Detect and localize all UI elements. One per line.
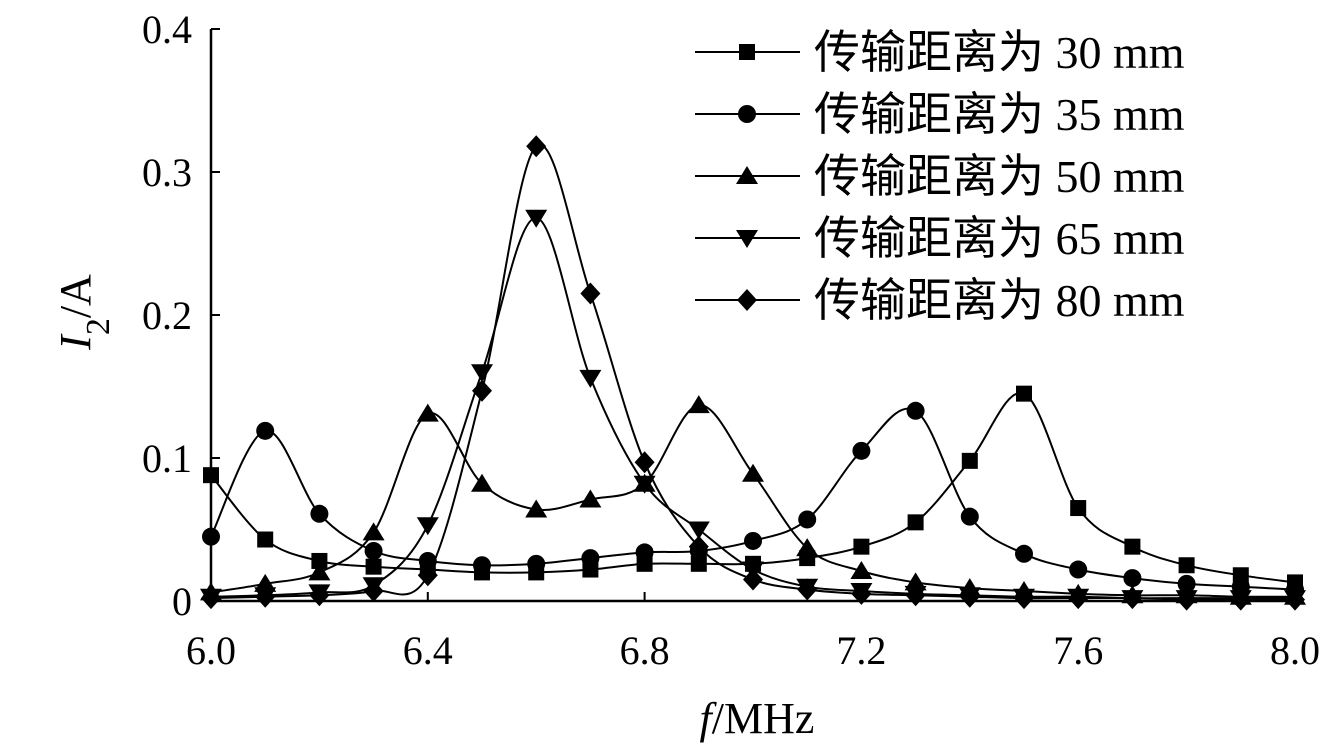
legend-label: 传输距离为 35 mm (814, 89, 1185, 140)
x-tick-label: 6.8 (620, 628, 670, 673)
legend-label: 传输距离为 50 mm (814, 151, 1185, 202)
y-axis-title: I2/A (51, 274, 117, 351)
series-3-point (742, 463, 764, 482)
series-3-point (579, 489, 602, 508)
legend: 传输距离为 30 mm 传输距离为 35 mm 传输距离为 50 mm 传输距离为 6… (695, 27, 1185, 326)
legend-item-1: 传输距离为 30 mm (695, 27, 1185, 78)
legend-marker (736, 230, 758, 248)
series-line-1 (210, 392, 1296, 584)
series-2-point (527, 554, 546, 573)
series-3-point (471, 473, 493, 492)
legend-label: 传输距离为 65 mm (814, 213, 1185, 264)
x-tick-label: 8.0 (1270, 628, 1320, 673)
x-tick-label: 7.6 (1053, 628, 1103, 673)
series-2-point (1123, 569, 1142, 588)
tick-labels: 6.0 6.4 6.8 7.2 7.6 8.0 0 0.1 0.2 0.3 0.4 (142, 7, 1320, 673)
series-4-point (687, 521, 710, 540)
series-1-point (365, 558, 382, 575)
series-1-point (853, 538, 870, 555)
series-2-point (798, 510, 817, 529)
series-3-point (525, 499, 548, 518)
legend-item-4: 传输距离为 65 mm (695, 213, 1185, 264)
series-4-point (525, 209, 548, 228)
legend-marker (736, 166, 758, 184)
series-2-point (744, 531, 762, 550)
series-2-point (256, 421, 275, 440)
series-4-point (471, 364, 493, 383)
legend-label: 传输距离为 30 mm (814, 27, 1185, 78)
y-tick-label: 0 (172, 579, 192, 624)
legend-item-3: 传输距离为 50 mm (695, 151, 1185, 202)
series-4-point (416, 517, 439, 536)
plot-markers (200, 135, 1306, 611)
series-1-point (690, 555, 707, 572)
series-5-point (743, 568, 763, 591)
series-1-point (961, 452, 978, 469)
series-5-point (1176, 588, 1197, 611)
x-tick-label: 6.0 (186, 628, 236, 673)
series-5-point (688, 535, 709, 558)
legend-marker (739, 44, 755, 60)
y-tick-label: 0.4 (142, 7, 192, 52)
series-2-point (418, 551, 437, 570)
series-2-point (310, 504, 329, 523)
series-5-point (526, 135, 547, 158)
series-4-point (579, 369, 602, 388)
y-tick-label: 0.2 (142, 293, 192, 338)
series-1-point (1178, 557, 1195, 574)
series-5-point (797, 578, 818, 601)
series-2-point (581, 549, 600, 568)
series-3-point (308, 562, 331, 581)
series-3-point (362, 522, 385, 541)
series-5-point (1014, 587, 1034, 610)
series-3-point (687, 395, 710, 414)
series-5-point (1230, 588, 1251, 611)
ticks (210, 28, 1296, 602)
legend-item-2: 传输距离为 35 mm (695, 89, 1185, 140)
series-5-point (634, 451, 655, 474)
legend-item-5: 传输距离为 80 mm (695, 275, 1185, 326)
series-2-point (364, 541, 383, 560)
series-1-point (1124, 538, 1141, 555)
x-axis-title: f/MHz (700, 694, 815, 743)
series-2-point (1015, 544, 1033, 563)
legend-marker (738, 105, 756, 123)
series-3-point (796, 538, 819, 557)
series-1-point (907, 514, 924, 531)
series-2-point (852, 441, 871, 460)
x-tick-label: 6.4 (403, 628, 453, 673)
series-5-point (472, 379, 492, 402)
series-5-point (1122, 587, 1143, 610)
series-3-point (416, 403, 439, 422)
series-2-point (1069, 560, 1088, 579)
series-2-point (1177, 574, 1196, 593)
series-5-point (363, 579, 384, 602)
legend-label: 传输距离为 80 mm (814, 275, 1185, 326)
series-2-point (635, 543, 654, 562)
y-tick-label: 0.1 (142, 436, 192, 481)
series-2-point (906, 401, 925, 420)
series-2-point (960, 507, 979, 526)
series-line-3 (210, 404, 1296, 598)
series-3-point (850, 560, 873, 579)
series-4-point (633, 475, 656, 494)
y-tick-label: 0.3 (142, 150, 192, 195)
series-1-point (311, 552, 328, 569)
series-5-point (417, 564, 438, 587)
series-1-point (1016, 385, 1032, 402)
series-1-point (257, 531, 274, 548)
legend-marker (737, 289, 757, 311)
x-tick-label: 7.2 (836, 628, 886, 673)
series-5-point (580, 282, 601, 305)
series-1-point (1070, 500, 1087, 517)
series-2-point (473, 556, 491, 575)
